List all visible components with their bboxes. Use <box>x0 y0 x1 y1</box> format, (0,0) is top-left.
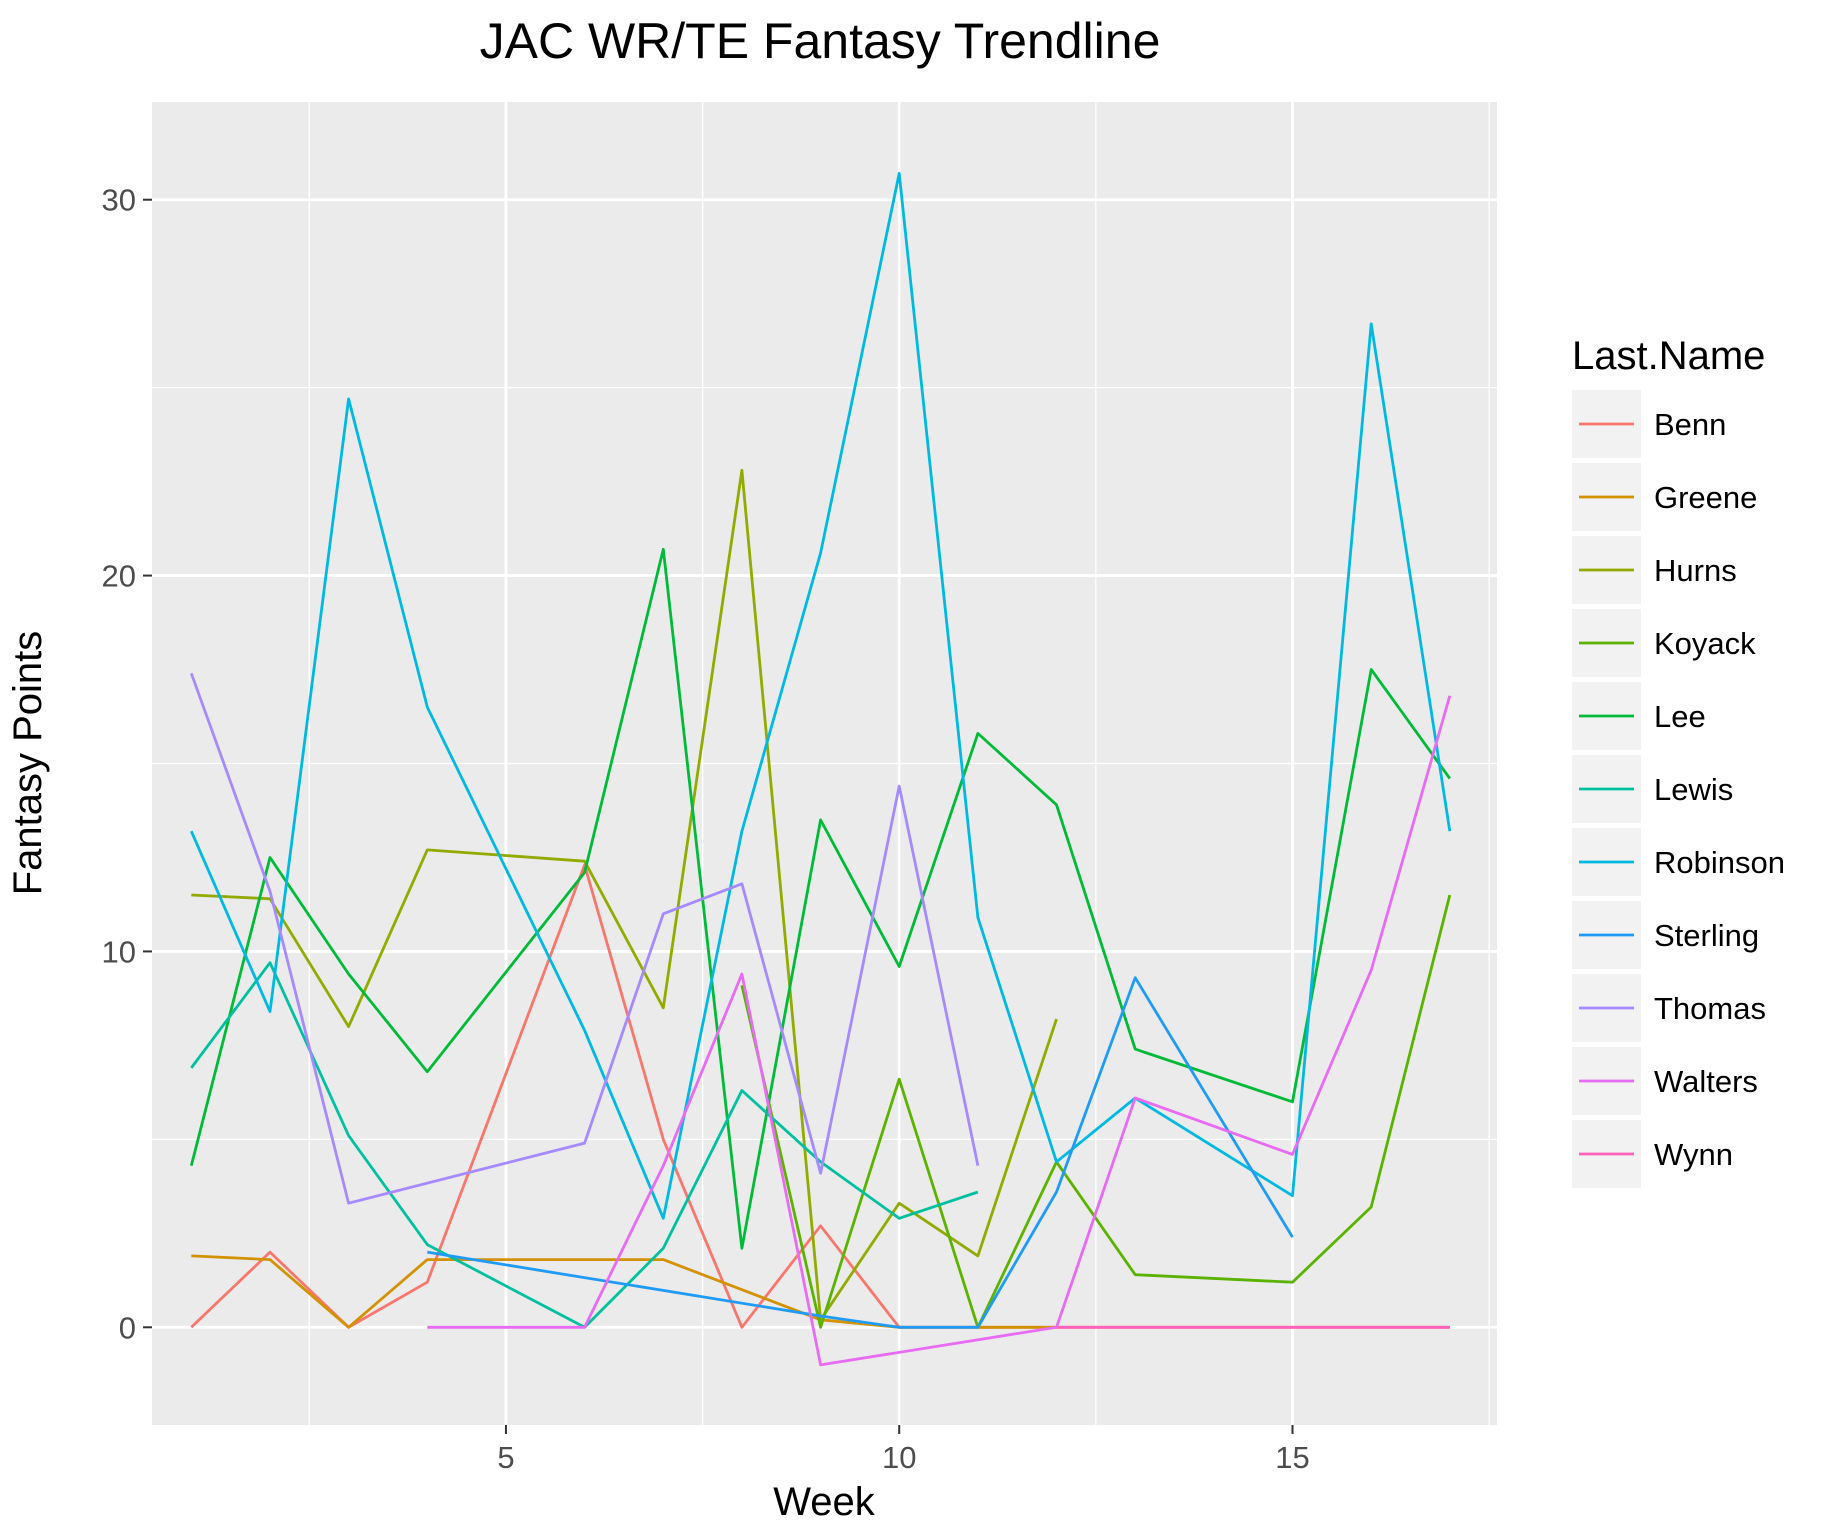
legend-label: Lee <box>1654 699 1706 734</box>
legend-item-hurns: Hurns <box>1572 536 1737 604</box>
x-tick-label: 5 <box>497 1440 514 1475</box>
legend-item-walters: Walters <box>1572 1047 1758 1115</box>
y-axis: 0 10 20 30 <box>102 183 152 1345</box>
legend-label: Lewis <box>1654 772 1733 807</box>
legend-label: Thomas <box>1654 991 1766 1026</box>
legend-item-koyack: Koyack <box>1572 609 1756 677</box>
legend-label: Hurns <box>1654 553 1737 588</box>
x-tick-label: 10 <box>882 1440 916 1475</box>
x-tick-label: 15 <box>1275 1440 1309 1475</box>
x-axis: 5 10 15 <box>497 1425 1310 1475</box>
legend: Last.Name Benn Greene Hurns Koyack Lee Lewis R… <box>1572 334 1785 1188</box>
legend-label: Robinson <box>1654 845 1785 880</box>
y-tick-label: 10 <box>102 934 136 969</box>
y-tick-label: 0 <box>119 1310 136 1345</box>
legend-label: Greene <box>1654 480 1757 515</box>
legend-label: Sterling <box>1654 918 1759 953</box>
series-lines <box>189 171 1452 1367</box>
legend-label: Benn <box>1654 407 1726 442</box>
legend-title: Last.Name <box>1572 334 1765 378</box>
legend-item-sterling: Sterling <box>1572 901 1759 969</box>
grid-minor <box>152 102 1497 1425</box>
series-line-lee <box>189 547 1451 1250</box>
series-line-thomas <box>189 672 980 1205</box>
legend-item-greene: Greene <box>1572 463 1757 531</box>
series-line-sterling <box>427 976 1294 1329</box>
x-axis-title: Week <box>773 1480 876 1524</box>
legend-item-lewis: Lewis <box>1572 755 1733 823</box>
legend-item-benn: Benn <box>1572 390 1726 458</box>
y-tick-label: 20 <box>102 559 136 594</box>
legend-item-thomas: Thomas <box>1572 974 1766 1042</box>
series-line-robinson <box>190 171 1452 1220</box>
y-tick-label: 30 <box>102 183 136 218</box>
legend-item-robinson: Robinson <box>1572 828 1785 896</box>
y-axis-title: Fantasy Points <box>6 631 50 896</box>
legend-label: Walters <box>1654 1064 1758 1099</box>
legend-item-wynn: Wynn <box>1572 1120 1733 1188</box>
chart-title: JAC WR/TE Fantasy Trendline <box>480 13 1161 69</box>
legend-label: Wynn <box>1654 1137 1733 1172</box>
legend-item-lee: Lee <box>1572 682 1706 750</box>
series-line-walters <box>427 695 1452 1367</box>
legend-label: Koyack <box>1654 626 1756 661</box>
series-line-hurns <box>191 468 1058 1322</box>
